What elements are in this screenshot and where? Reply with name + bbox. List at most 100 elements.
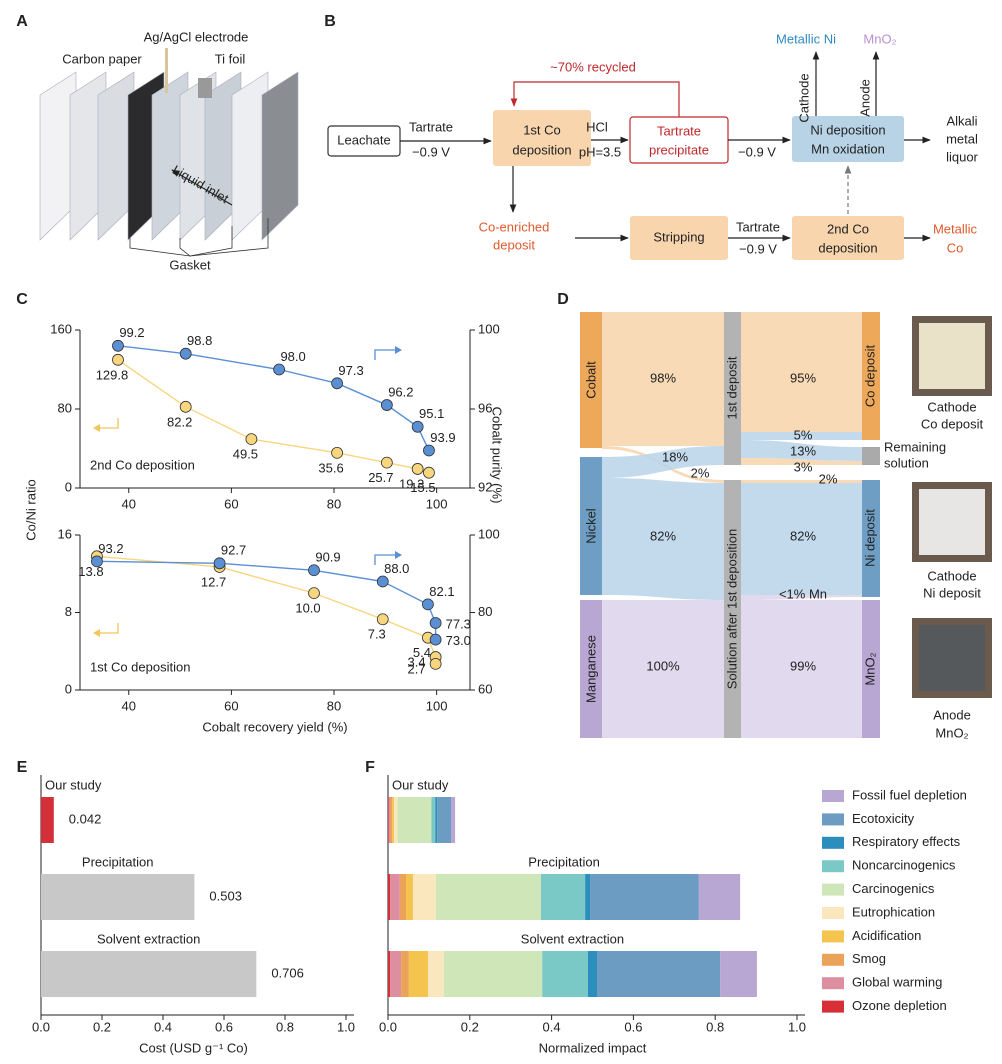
axis-hint-head xyxy=(395,346,402,354)
bar-segment xyxy=(388,874,391,920)
flow-label: 13% xyxy=(790,443,816,458)
photo-caption: Cathode xyxy=(927,568,976,583)
x-axis-label: Normalized impact xyxy=(539,1040,647,1055)
flow xyxy=(741,312,862,432)
x-tick-label: 60 xyxy=(224,496,238,511)
data-point xyxy=(179,400,192,413)
legend-label: Fossil fuel depletion xyxy=(852,787,967,802)
series-line xyxy=(117,345,430,451)
bar-segment xyxy=(390,874,400,920)
y-tick-label: 80 xyxy=(58,400,72,415)
sankey-node xyxy=(862,447,880,465)
y2-axis-label: Cobalt purity (%) xyxy=(490,407,505,504)
device-label: Carbon paper xyxy=(62,51,142,66)
panel-label: A xyxy=(16,13,28,30)
x-tick-label: 0.6 xyxy=(215,1019,233,1034)
legend-swatch xyxy=(822,790,844,802)
axis-hint-head xyxy=(93,629,100,637)
electrode xyxy=(165,48,168,93)
bar-segment xyxy=(720,951,757,997)
category-label: Precipitation xyxy=(82,854,154,869)
x-tick-label: 100 xyxy=(426,496,448,511)
process-box xyxy=(630,216,728,260)
panel-label: E xyxy=(17,759,28,776)
data-point xyxy=(422,598,434,611)
flow-label: 18% xyxy=(662,449,688,464)
data-point xyxy=(112,353,124,366)
data-label: 19.3 xyxy=(399,476,424,491)
flow-label: 82% xyxy=(790,528,816,543)
flow-label: 82% xyxy=(650,528,676,543)
callout-line xyxy=(189,218,269,257)
bar-segment xyxy=(390,951,402,997)
x-tick-label: 0.0 xyxy=(32,1019,50,1034)
process-box xyxy=(792,216,904,260)
x-tick-label: 0.6 xyxy=(624,1019,642,1034)
y2-tick-label: 100 xyxy=(478,321,500,336)
bar-segment xyxy=(590,874,699,920)
y-axis-label: Co/Ni ratio xyxy=(23,479,38,540)
bar-segment xyxy=(428,951,445,997)
edge-label: −0.9 V xyxy=(739,241,777,256)
data-label: 73.0 xyxy=(446,633,471,648)
flow xyxy=(741,432,862,440)
node-label: Alkali xyxy=(946,113,977,128)
category-label: Solvent extraction xyxy=(97,931,200,946)
data-point xyxy=(91,555,103,568)
legend-swatch xyxy=(822,813,844,826)
photo-caption: Co deposit xyxy=(921,416,984,431)
bar-segment xyxy=(585,874,591,920)
bar-segment xyxy=(388,797,389,843)
device-label: Ag/AgCl electrode xyxy=(144,29,249,44)
photo-caption: MnO₂ xyxy=(935,725,968,740)
node-label: Nickel xyxy=(583,508,598,544)
bar-segment xyxy=(405,874,413,920)
node-label: Ni deposit xyxy=(862,509,877,567)
data-label: 5.4 xyxy=(413,645,431,660)
bar-segment xyxy=(399,874,406,920)
legend-swatch xyxy=(822,907,844,919)
x-tick-label: 1.0 xyxy=(788,1019,806,1034)
sankey-node xyxy=(862,312,880,440)
y2-tick-label: 100 xyxy=(478,526,500,541)
y-tick-label: 8 xyxy=(65,604,72,619)
bar-segment xyxy=(437,797,451,843)
y2-tick-label: 60 xyxy=(478,681,492,696)
flow xyxy=(741,600,862,738)
sankey-node xyxy=(862,480,880,597)
y-tick-label: 0 xyxy=(65,479,72,494)
data-label: 99.2 xyxy=(119,325,144,340)
axis-hint-head xyxy=(395,551,402,559)
photo xyxy=(919,625,985,691)
data-label: 98.0 xyxy=(280,349,305,364)
flow-label: 98% xyxy=(650,370,676,385)
node-label: Metallic Ni xyxy=(776,31,836,46)
category-label: Precipitation xyxy=(528,854,600,869)
data-label: 0.503 xyxy=(209,888,242,903)
legend-label: Carcinogenics xyxy=(852,881,935,896)
legend-swatch xyxy=(822,930,844,943)
data-label: 98.8 xyxy=(187,333,212,348)
data-label: 93.9 xyxy=(430,430,455,445)
sankey-node xyxy=(580,600,602,738)
y-tick-label: 16 xyxy=(58,526,72,541)
data-label: 25.7 xyxy=(368,470,393,485)
bar-segment xyxy=(401,951,409,997)
node-label: Manganese xyxy=(583,635,598,703)
flow xyxy=(741,595,862,600)
data-label: 96.2 xyxy=(388,384,413,399)
data-label: 88.0 xyxy=(384,561,409,576)
edge-label: −0.9 V xyxy=(738,144,776,159)
node-label: deposit xyxy=(493,237,535,252)
node-label: solution xyxy=(884,455,929,470)
flow-label: 2% xyxy=(691,465,710,480)
node-label: precipitate xyxy=(649,142,709,157)
legend-label: Ecotoxicity xyxy=(852,811,915,826)
flow-label: 2% xyxy=(819,471,838,486)
bar-segment xyxy=(394,797,398,843)
node-label: Metallic xyxy=(933,221,978,236)
x-tick-label: 0.8 xyxy=(276,1019,294,1034)
flow xyxy=(602,478,724,600)
bar-segment xyxy=(588,951,597,997)
axis-hint-head xyxy=(93,424,100,432)
